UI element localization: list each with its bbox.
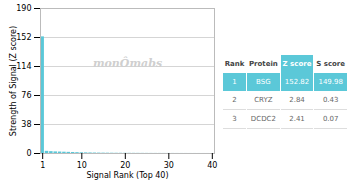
html-text:152.82: 152.82 <box>284 77 310 86</box>
html-text:DCDC2: DCDC2 <box>250 114 276 123</box>
html-text:149.98: 149.98 <box>318 77 343 86</box>
html-text:2: 2 <box>232 95 237 104</box>
svg-text:190: 190 <box>16 4 31 13</box>
html-text:0.43: 0.43 <box>322 95 339 104</box>
svg-text:40: 40 <box>207 161 217 170</box>
html-text:Rank Protein: Rank Protein <box>224 59 278 68</box>
svg-text:Strength of Signal (Z score): Strength of Signal (Z score) <box>9 26 18 136</box>
svg-text:1: 1 <box>40 161 45 170</box>
html-text:Z score: Z score <box>282 59 312 68</box>
svg-text:Signal Rank (Top 40): Signal Rank (Top 40) <box>86 171 168 180</box>
svg-text:152: 152 <box>16 33 31 42</box>
html-text:2.84: 2.84 <box>289 95 305 104</box>
html-text:BSG: BSG <box>256 77 271 86</box>
svg-text:monÔmabs: monÔmabs <box>93 56 162 70</box>
html-text:0.07: 0.07 <box>322 114 339 123</box>
svg-text:20: 20 <box>120 161 130 170</box>
svg-text:10: 10 <box>77 161 87 170</box>
html-text:S score: S score <box>316 59 346 68</box>
html-text:3: 3 <box>232 114 237 123</box>
svg-text:76: 76 <box>21 91 31 100</box>
html-text:1: 1 <box>232 77 237 86</box>
svg-text:0: 0 <box>26 149 31 158</box>
html-text:CRYZ: CRYZ <box>254 95 273 104</box>
html-text:2.41: 2.41 <box>289 114 305 123</box>
svg-text:114: 114 <box>16 62 31 71</box>
svg-text:30: 30 <box>164 161 174 170</box>
svg-text:38: 38 <box>21 120 31 129</box>
